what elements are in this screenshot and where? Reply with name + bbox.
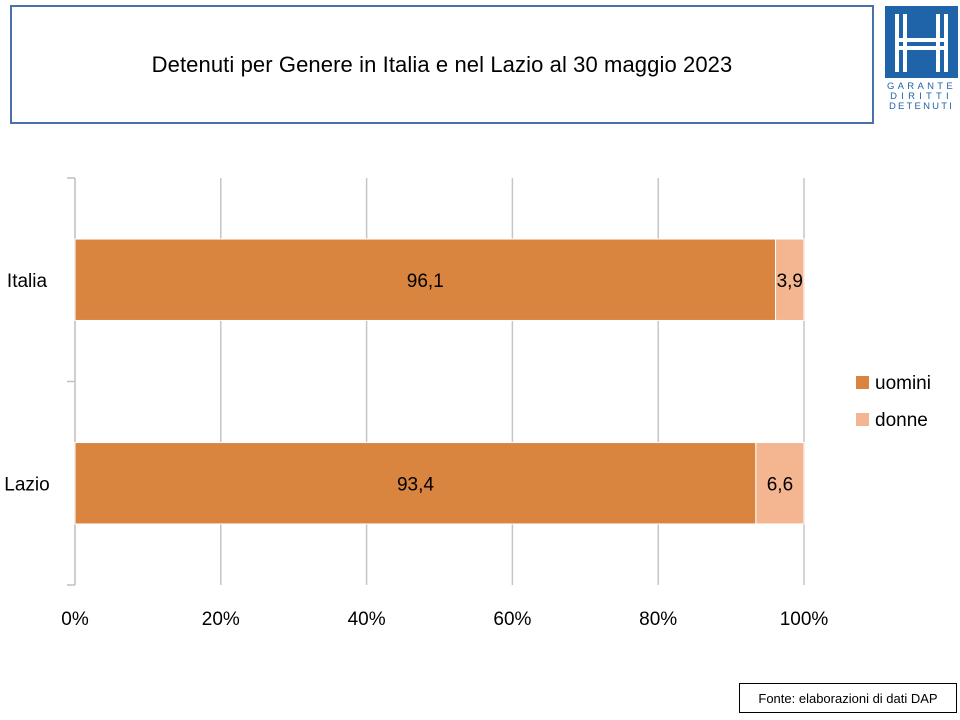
bar-segment-donne: [775, 238, 805, 321]
x-tick-label: 0%: [61, 609, 89, 630]
legend-label: uomini: [875, 373, 931, 394]
legend-label: donne: [875, 410, 928, 431]
legend-swatch-uomini: [856, 376, 869, 389]
logo-text-garante: GARANTE: [887, 81, 956, 92]
bar-chart: 0% 20% 40% 60% 80% 100% 96,1 3,9 Italia 93,4 6,6 La…: [4, 177, 931, 630]
logo-text-detenuti: DETENUTI: [889, 101, 954, 110]
bar-segment-donne: [755, 442, 805, 525]
data-label: 6,6: [767, 474, 793, 495]
category-label: Lazio: [4, 474, 49, 495]
logo-text-diritti: DIRITTI: [890, 91, 953, 102]
source-note: Fonte: elaborazioni di dati DAP: [739, 683, 957, 713]
data-label: 96,1: [407, 271, 444, 292]
source-note-text: Fonte: elaborazioni di dati DAP: [758, 690, 938, 706]
bar-segment-uomini: [74, 442, 757, 525]
bar-segment-uomini: [74, 238, 777, 321]
x-tick-label: 20%: [202, 609, 240, 630]
legend-swatch-donne: [856, 413, 869, 426]
logo-mark-lines: [895, 14, 948, 72]
x-tick-label: 100%: [780, 609, 829, 630]
x-tick-label: 80%: [639, 609, 677, 630]
chart-title: Detenuti per Genere in Italia e nel Lazi…: [151, 51, 733, 77]
x-tick-label: 40%: [348, 609, 386, 630]
garante-logo: GARANTE DIRITTI DETENUTI: [885, 6, 958, 110]
data-label: 3,9: [777, 271, 803, 292]
title-box: Detenuti per Genere in Italia e nel Lazi…: [10, 5, 874, 124]
data-label: 93,4: [397, 474, 434, 495]
category-label: Italia: [7, 271, 48, 292]
x-tick-label: 60%: [493, 609, 531, 630]
